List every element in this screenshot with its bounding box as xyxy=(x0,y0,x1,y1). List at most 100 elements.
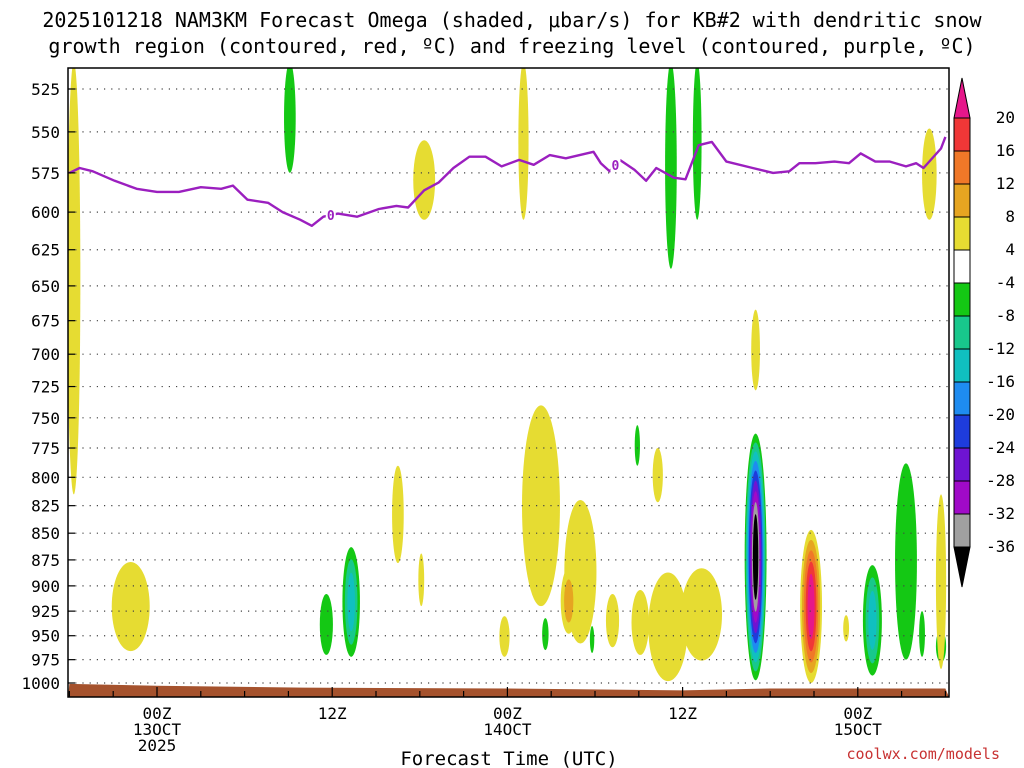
y-tick-label: 975 xyxy=(31,651,60,670)
y-tick-label: 625 xyxy=(31,241,60,260)
colorbar-level-label: 20 xyxy=(996,108,1015,127)
colorbar-bin xyxy=(953,414,971,449)
omega-cell xyxy=(862,565,882,676)
omega-contour-fill xyxy=(922,128,937,220)
x-tick-label: 00Z xyxy=(493,704,522,723)
omega-contour-fill xyxy=(522,405,560,607)
omega-cell xyxy=(648,572,688,682)
colorbar-level-label: 16 xyxy=(996,141,1015,160)
omega-cell xyxy=(935,494,947,670)
colorbar-level-label: 4 xyxy=(1005,240,1015,259)
colorbar-bin xyxy=(953,282,971,317)
omega-cell xyxy=(284,68,296,173)
colorbar-bin xyxy=(953,447,971,482)
omega-contour-fill xyxy=(68,68,81,495)
y-tick-label: 925 xyxy=(31,602,60,621)
plot-area: 00 xyxy=(67,67,950,698)
omega-cell xyxy=(542,618,549,651)
plot-frame xyxy=(67,67,950,698)
omega-contour-fill xyxy=(751,309,760,391)
omega-contour-fill xyxy=(681,568,723,661)
freezing-label-bg xyxy=(325,208,336,223)
omega-cell xyxy=(392,465,404,564)
omega-cell xyxy=(922,128,937,220)
omega-contour-fill xyxy=(895,463,917,660)
colorbar-cap-top xyxy=(953,77,971,119)
omega-contour-fill xyxy=(752,514,759,600)
y-tick-label: 825 xyxy=(31,497,60,516)
colorbar-level-label: -16 xyxy=(986,372,1015,391)
omega-cell xyxy=(111,562,150,652)
omega-contour-fill xyxy=(319,594,333,655)
colorbar-bin xyxy=(953,249,971,284)
omega-cell xyxy=(692,68,702,220)
colorbar-level-label: -4 xyxy=(996,273,1015,292)
omega-cell xyxy=(522,405,560,607)
omega-cell xyxy=(518,68,529,220)
omega-contour-fill xyxy=(499,616,510,657)
omega-cell xyxy=(744,433,767,681)
colorbar-bin xyxy=(953,348,971,383)
omega-contour-fill xyxy=(518,68,529,220)
colorbar-level-label: -32 xyxy=(986,504,1015,523)
omega-cell xyxy=(919,611,925,657)
omega-cell xyxy=(681,568,723,661)
y-tick-label: 800 xyxy=(31,468,60,487)
y-tick-label: 575 xyxy=(31,164,60,183)
omega-contour-fill xyxy=(648,572,688,682)
omega-contour-fill xyxy=(111,562,150,652)
colorbar-bin xyxy=(953,480,971,515)
colorbar-level-label: 8 xyxy=(1005,207,1015,226)
colorbar: 20 16 12 8 4 -4 -8 -12 -16 -20 -24 -28 -32 -36 xyxy=(953,77,1015,588)
freezing-label-bg xyxy=(610,157,621,172)
omega-cell xyxy=(631,589,650,655)
x-tick-label: 13OCT xyxy=(133,720,182,739)
omega-contour-fill xyxy=(347,572,355,632)
x-tick-label: 2025 xyxy=(138,736,177,755)
omega-cell xyxy=(68,68,81,495)
freezing-level-contour: 00 xyxy=(68,136,947,227)
chart-title-line-2: growth region (contoured, red, ºC) and f… xyxy=(48,34,976,58)
colorbar-bin xyxy=(953,513,971,548)
omega-cell xyxy=(895,463,917,660)
y-tick-label: 550 xyxy=(31,123,60,142)
y-axis: 525 550 575 600 625 650 675 700 725 750 775 800 825 8… xyxy=(21,80,75,693)
omega-contour-fill xyxy=(631,589,650,655)
omega-cell xyxy=(605,594,620,648)
x-tick-label: 00Z xyxy=(143,704,172,723)
omega-contour-fill xyxy=(652,448,663,503)
omega-cell xyxy=(634,425,640,466)
omega-contour-fill xyxy=(605,594,620,648)
colorbar-level-label: -36 xyxy=(986,537,1015,556)
omega-contour-fill xyxy=(634,425,640,466)
omega-contour-fill xyxy=(665,68,677,269)
omega-cell xyxy=(843,615,850,642)
omega-cell xyxy=(418,553,425,607)
y-tick-label: 900 xyxy=(31,577,60,596)
omega-contour-fill xyxy=(935,494,947,670)
credit-link[interactable]: coolwx.com/models xyxy=(846,745,1000,763)
y-tick-label: 850 xyxy=(31,524,60,543)
omega-shading xyxy=(68,68,947,683)
y-tick-label: 675 xyxy=(31,312,60,331)
y-tick-label: 600 xyxy=(31,203,60,222)
y-tick-label: 750 xyxy=(31,409,60,428)
colorbar-level-label: -20 xyxy=(986,405,1015,424)
colorbar-bin xyxy=(953,150,971,185)
y-tick-label: 525 xyxy=(31,80,60,99)
y-tick-label: 650 xyxy=(31,277,60,296)
colorbar-bin xyxy=(953,216,971,251)
omega-cell xyxy=(319,594,333,655)
colorbar-level-label: -28 xyxy=(986,471,1015,490)
y-tick-label: 950 xyxy=(31,627,60,646)
omega-contour-fill xyxy=(843,615,850,642)
omega-cell xyxy=(800,529,823,683)
colorbar-level-label: -24 xyxy=(986,438,1015,457)
y-tick-label: 725 xyxy=(31,378,60,397)
ground-surface xyxy=(68,683,949,697)
colorbar-bin xyxy=(953,315,971,350)
omega-cell xyxy=(589,625,595,654)
colorbar-level-label: -12 xyxy=(986,339,1015,358)
freezing-level-label: 0 xyxy=(327,209,335,224)
